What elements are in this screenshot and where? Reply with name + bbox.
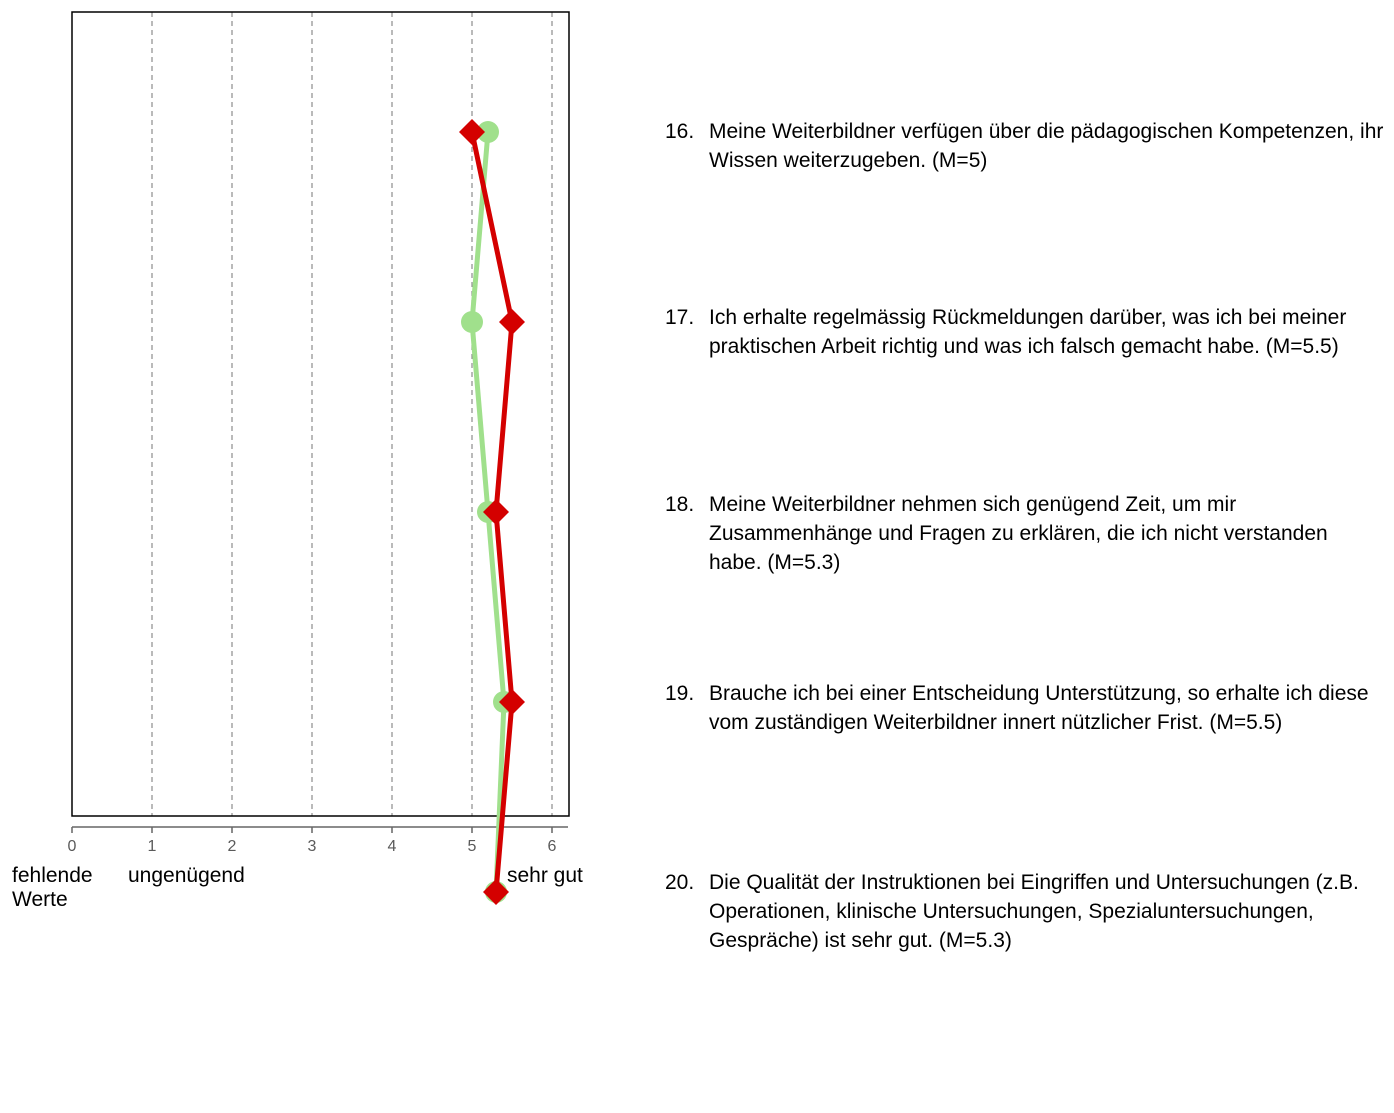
item-text: Brauche ich bei einer Entscheidung Unter… (709, 682, 1369, 734)
item-number: 17. (665, 306, 695, 329)
item-text: Meine Weiterbildner verfügen über die pä… (709, 120, 1384, 172)
scale-label-left-line2: Werte (12, 888, 68, 911)
series-2-point-18 (483, 499, 509, 525)
scale-label-left: fehlende Werte (12, 864, 93, 912)
item-16: 16. Meine Weiterbildner verfügen über di… (665, 117, 1385, 175)
item-number: 20. (665, 871, 695, 894)
series-1-point-17 (461, 311, 483, 333)
x-tick-label-3: 3 (308, 838, 317, 855)
item-text: Ich erhalte regelmässig Rückmeldungen da… (709, 306, 1347, 358)
x-tick-label-5: 5 (468, 838, 477, 855)
item-text: Die Qualität der Instruktionen bei Eingr… (709, 871, 1359, 952)
item-20: 20. Die Qualität der Instruktionen bei E… (665, 868, 1385, 955)
item-18: 18. Meine Weiterbildner nehmen sich genü… (665, 490, 1385, 577)
x-tick-label-1: 1 (148, 838, 157, 855)
x-axis: 0 1 2 3 4 5 6 (68, 826, 568, 855)
item-number: 19. (665, 682, 695, 705)
scale-label-left-line1: fehlende (12, 864, 93, 887)
scale-label-right: sehr gut (507, 864, 583, 887)
x-tick-label-4: 4 (388, 838, 397, 855)
plot-frame (71, 11, 570, 817)
series-1-point-16 (477, 121, 499, 143)
item-19: 19. Brauche ich bei einer Entscheidung U… (665, 679, 1385, 737)
series-2-point-20 (483, 879, 509, 905)
item-number: 18. (665, 493, 695, 516)
series-2-point-17 (499, 309, 525, 335)
scale-label-mid: ungenügend (128, 864, 245, 887)
grid-lines (151, 12, 553, 816)
series-layer (459, 119, 525, 905)
item-17: 17. Ich erhalte regelmässig Rückmeldunge… (665, 303, 1385, 361)
x-tick-label-0: 0 (68, 838, 77, 855)
x-tick-label-6: 6 (548, 838, 557, 855)
item-number: 16. (665, 120, 695, 143)
series-2-point-19 (499, 689, 525, 715)
x-tick-label-2: 2 (228, 838, 237, 855)
item-text: Meine Weiterbildner nehmen sich genügend… (709, 493, 1328, 574)
series-2-point-16 (459, 119, 485, 145)
